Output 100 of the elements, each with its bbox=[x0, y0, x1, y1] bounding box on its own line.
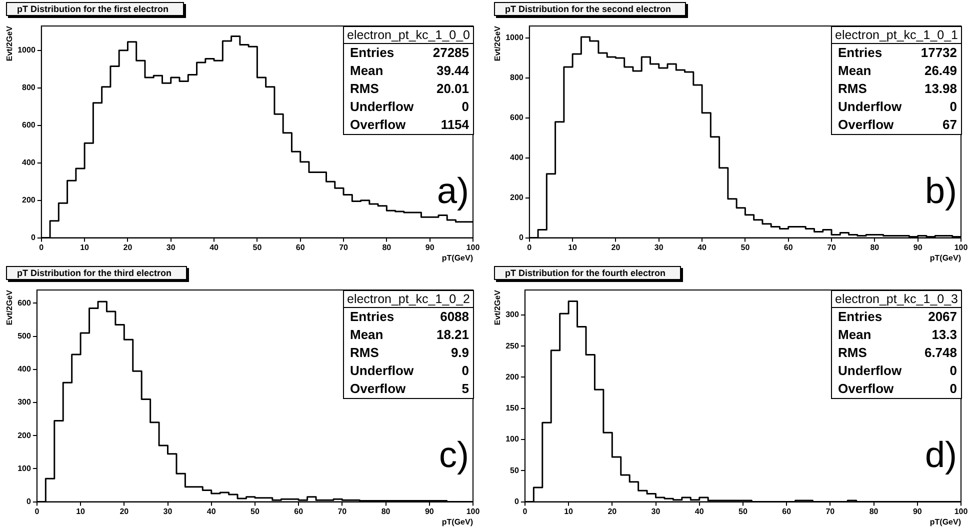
y-axis-title: Evt/2GeV bbox=[493, 289, 502, 326]
x-tick-label: 70 bbox=[339, 242, 349, 252]
annotation: Mean bbox=[838, 326, 872, 344]
y-tick-label: 300 bbox=[506, 310, 520, 320]
annotation: 0 bbox=[462, 98, 470, 116]
annotation: 0 bbox=[950, 98, 958, 116]
x-tick-label: 20 bbox=[123, 242, 133, 252]
x-axis-title: pT(GeV) bbox=[442, 517, 474, 526]
y-tick-label: 800 bbox=[22, 83, 36, 92]
x-tick-label: 60 bbox=[782, 506, 792, 516]
x-tick-label: 80 bbox=[869, 506, 879, 516]
annotation: 26.49 bbox=[924, 62, 958, 80]
x-tick-label: 10 bbox=[76, 506, 86, 516]
annotation: Underflow bbox=[350, 98, 414, 116]
x-tick-label: 20 bbox=[611, 242, 621, 252]
x-tick-label: 50 bbox=[738, 506, 748, 516]
y-tick-label: 0 bbox=[518, 233, 524, 242]
x-tick-label: 0 bbox=[39, 242, 44, 252]
y-tick-label: 800 bbox=[510, 73, 524, 82]
y-tick-label: 0 bbox=[514, 497, 520, 506]
y-axis-title: Evt/2GeV bbox=[5, 25, 14, 62]
y-tick-label: 200 bbox=[18, 430, 32, 440]
annotation: d) bbox=[925, 434, 958, 476]
x-tick-label: 70 bbox=[338, 506, 348, 516]
x-tick-label: 80 bbox=[870, 242, 880, 252]
annotation: 5 bbox=[462, 380, 470, 398]
annotation: electron_pt_kc_1_0_2 bbox=[344, 291, 474, 308]
annotation: Underflow bbox=[350, 362, 414, 380]
annotation: 1154 bbox=[440, 116, 470, 134]
annotation: c) bbox=[439, 434, 469, 476]
y-tick-label: 0 bbox=[30, 233, 36, 242]
y-tick-label: 200 bbox=[506, 372, 520, 382]
annotation: Entries bbox=[838, 308, 882, 326]
y-tick-label: 400 bbox=[22, 158, 36, 168]
x-tick-label: 30 bbox=[166, 242, 176, 252]
y-tick-label: 200 bbox=[22, 196, 36, 205]
x-tick-label: 10 bbox=[564, 506, 574, 516]
annotation: RMS bbox=[350, 344, 379, 362]
x-tick-label: 50 bbox=[252, 242, 262, 252]
x-tick-label: 90 bbox=[425, 242, 435, 252]
y-tick-label: 600 bbox=[510, 113, 524, 122]
y-tick-label: 1000 bbox=[18, 46, 36, 55]
annotation: RMS bbox=[838, 344, 867, 362]
y-tick-label: 500 bbox=[18, 332, 32, 341]
annotation: Overflow bbox=[350, 116, 406, 134]
chart-title: pT Distribution for the first electron bbox=[6, 2, 184, 16]
x-tick-label: 30 bbox=[651, 506, 661, 516]
annotation: 2067 bbox=[928, 308, 958, 326]
x-tick-label: 60 bbox=[296, 242, 306, 252]
annotation: Entries bbox=[350, 308, 394, 326]
annotation: a) bbox=[437, 170, 470, 212]
x-tick-label: 100 bbox=[954, 242, 968, 252]
annotation: 13.3 bbox=[932, 326, 958, 344]
annotation: 17732 bbox=[920, 44, 958, 62]
annotation: Entries bbox=[838, 44, 882, 62]
x-tick-label: 100 bbox=[466, 242, 480, 252]
x-tick-label: 100 bbox=[954, 506, 968, 516]
x-tick-label: 10 bbox=[80, 242, 90, 252]
x-axis-title: pT(GeV) bbox=[930, 517, 962, 526]
annotation: Entries bbox=[350, 44, 394, 62]
x-tick-label: 80 bbox=[381, 506, 391, 516]
annotation: electron_pt_kc_1_0_3 bbox=[832, 291, 962, 308]
annotation: 18.21 bbox=[436, 326, 470, 344]
y-tick-label: 600 bbox=[22, 120, 36, 130]
x-tick-label: 60 bbox=[294, 506, 304, 516]
x-tick-label: 40 bbox=[694, 506, 704, 516]
annotation: Overflow bbox=[838, 380, 894, 398]
annotation: 27285 bbox=[432, 44, 470, 62]
x-tick-label: 100 bbox=[466, 506, 480, 516]
annotation: 13.98 bbox=[924, 80, 958, 98]
annotation: Mean bbox=[350, 62, 384, 80]
x-tick-label: 80 bbox=[382, 242, 392, 252]
y-tick-label: 250 bbox=[506, 341, 520, 350]
x-tick-label: 70 bbox=[827, 242, 837, 252]
annotation: 0 bbox=[462, 362, 470, 380]
y-tick-label: 300 bbox=[18, 398, 32, 407]
y-tick-label: 100 bbox=[18, 464, 32, 473]
annotation: Mean bbox=[350, 326, 384, 344]
x-tick-label: 10 bbox=[568, 242, 578, 252]
x-tick-label: 90 bbox=[912, 506, 922, 516]
x-tick-label: 40 bbox=[210, 242, 220, 252]
annotation: 0 bbox=[950, 362, 958, 380]
annotation: b) bbox=[925, 170, 958, 212]
y-tick-label: 200 bbox=[510, 193, 524, 202]
y-tick-label: 100 bbox=[506, 434, 520, 444]
chart-title: pT Distribution for the third electron bbox=[6, 266, 186, 280]
y-tick-label: 150 bbox=[506, 404, 520, 413]
annotation: electron_pt_kc_1_0_1 bbox=[832, 27, 962, 44]
x-tick-label: 0 bbox=[527, 242, 532, 252]
x-tick-label: 90 bbox=[913, 242, 923, 252]
annotation: 6.748 bbox=[924, 344, 958, 362]
x-tick-label: 20 bbox=[608, 506, 618, 516]
annotation: RMS bbox=[838, 80, 867, 98]
x-tick-label: 50 bbox=[740, 242, 750, 252]
annotation: Underflow bbox=[838, 98, 902, 116]
x-axis-title: pT(GeV) bbox=[442, 253, 474, 262]
annotation: electron_pt_kc_1_0_0 bbox=[344, 27, 474, 44]
annotation: 20.01 bbox=[436, 80, 470, 98]
x-tick-label: 20 bbox=[120, 506, 130, 516]
annotation: Overflow bbox=[350, 380, 406, 398]
